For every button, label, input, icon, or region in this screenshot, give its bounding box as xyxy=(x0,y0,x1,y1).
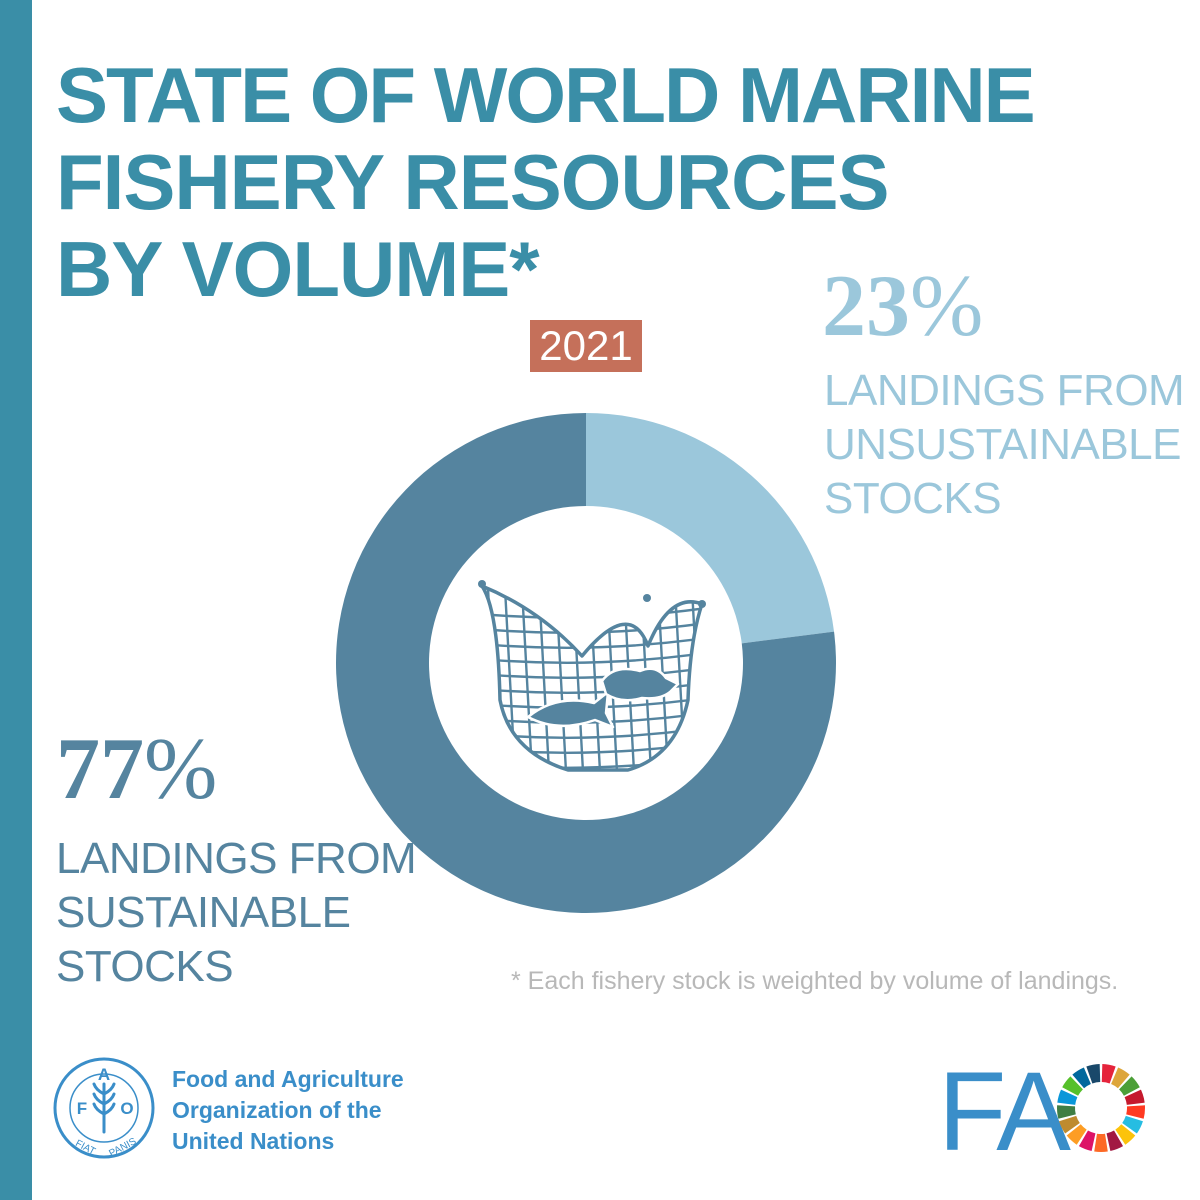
sustainable-label-line: SUSTAINABLE xyxy=(56,888,351,937)
organization-name: Food and Agriculture Organization of the… xyxy=(172,1064,404,1157)
sdg-wheel-segment xyxy=(1119,1076,1140,1096)
unsustainable-label: LANDINGS FROM UNSUSTAINABLE STOCKS xyxy=(824,364,1185,526)
org-name-line-1: Food and Agriculture xyxy=(172,1066,404,1092)
unsustainable-label-line: STOCKS xyxy=(824,474,1002,523)
sdg-wheel-segment xyxy=(1072,1067,1091,1089)
sdg-wheel-segment xyxy=(1057,1105,1076,1119)
sdg-wheel-segment xyxy=(1066,1124,1087,1145)
emblem-motto-panis: PANIS xyxy=(107,1136,138,1160)
sdg-wheel-segment xyxy=(1126,1105,1145,1119)
donut-slices xyxy=(336,413,836,914)
sdg-color-wheel-icon xyxy=(1057,1064,1145,1152)
sdg-wheel-segment xyxy=(1057,1089,1078,1105)
sdg-wheel-segment xyxy=(1122,1115,1143,1134)
sustainable-label: LANDINGS FROM SUSTAINABLE STOCKS xyxy=(56,832,417,994)
donut-slice-sustainable xyxy=(336,413,836,914)
sustainable-label-line: LANDINGS FROM xyxy=(56,834,417,883)
org-name-line-3: United Nations xyxy=(172,1128,335,1154)
unsustainable-percent: 23% xyxy=(822,262,983,352)
unsustainable-label-line: LANDINGS FROM xyxy=(824,366,1185,415)
fao-emblem-icon: F A O FIAT PANIS xyxy=(53,1057,155,1160)
sustainable-label-line: STOCKS xyxy=(56,942,234,991)
sustainable-value: 77 xyxy=(56,721,144,818)
infographic-title: STATE OF WORLD MARINE FISHERY RESOURCES … xyxy=(56,51,1036,313)
sdg-wheel-segment xyxy=(1094,1133,1108,1152)
emblem-letter-a: A xyxy=(98,1065,110,1084)
donut-slice-unsustainable xyxy=(586,413,835,644)
left-accent-bar xyxy=(0,0,32,1200)
sdg-wheel-segment xyxy=(1115,1124,1136,1145)
sdg-wheel-segment xyxy=(1062,1076,1083,1096)
sdg-wheel-segment xyxy=(1086,1064,1101,1084)
sdg-wheel-segment xyxy=(1101,1064,1116,1084)
sdg-wheel-segment xyxy=(1106,1130,1124,1151)
unsustainable-value: 23 xyxy=(822,258,910,355)
org-name-line-2: Organization of the xyxy=(172,1097,382,1123)
percent-sign: % xyxy=(144,721,218,818)
year-badge: 2021 xyxy=(530,320,642,372)
title-line-3: BY VOLUME* xyxy=(56,225,540,313)
title-line-1: STATE OF WORLD MARINE xyxy=(56,51,1036,139)
percent-sign: % xyxy=(910,258,984,355)
fishing-net-icon xyxy=(478,580,706,772)
sdg-wheel-segment xyxy=(1078,1130,1096,1151)
title-line-2: FISHERY RESOURCES xyxy=(56,138,890,226)
sdg-wheel-segment xyxy=(1111,1067,1130,1089)
fish-shape xyxy=(526,690,615,729)
fish-shape xyxy=(600,667,680,702)
emblem-letter-o: O xyxy=(120,1099,133,1118)
fao-logo-text: FA xyxy=(938,1049,1071,1174)
unsustainable-label-line: UNSUSTAINABLE xyxy=(824,420,1182,469)
sdg-wheel-segment xyxy=(1124,1089,1145,1105)
emblem-letter-f: F xyxy=(77,1099,87,1118)
footnote: * Each fishery stock is weighted by volu… xyxy=(511,967,1119,995)
sustainable-percent: 77% xyxy=(56,725,217,815)
sdg-wheel-segment xyxy=(1059,1115,1080,1134)
